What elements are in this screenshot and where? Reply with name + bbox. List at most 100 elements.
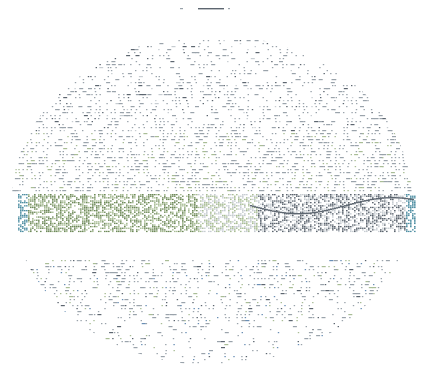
band-dot	[110, 203, 112, 205]
stipple-dot	[403, 58, 405, 60]
stipple-dot	[51, 130, 53, 132]
band-dot	[54, 226, 56, 228]
stipple-dot	[254, 40, 259, 42]
band-dot	[42, 197, 44, 199]
stipple-dot	[134, 130, 137, 132]
stipple-dot	[303, 109, 306, 111]
stipple-dot	[82, 130, 84, 132]
stipple-dot	[138, 85, 143, 87]
band-dot	[42, 227, 44, 229]
stipple-dot	[231, 160, 236, 162]
stipple-dot	[187, 145, 192, 147]
stipple-dot	[78, 40, 81, 42]
band-dot	[410, 205, 412, 207]
stipple-dot	[39, 175, 42, 177]
band-dot	[114, 221, 116, 223]
band-dot	[274, 208, 276, 210]
stipple-dot	[287, 181, 292, 183]
band-dot	[66, 218, 68, 220]
band-dot	[98, 194, 100, 196]
stipple-dot	[183, 145, 185, 147]
stipple-dot	[111, 61, 116, 63]
band-dot	[136, 218, 138, 220]
band-dot	[84, 227, 86, 229]
band-dot	[132, 205, 134, 207]
stipple-dot	[146, 67, 148, 69]
stipple-dot	[255, 61, 260, 63]
band-dot	[342, 203, 344, 205]
band-dot	[268, 197, 270, 199]
band-dot	[154, 218, 156, 220]
band-dot	[274, 213, 276, 215]
band-dot	[148, 216, 150, 218]
band-dot	[74, 219, 76, 221]
band-dot	[70, 213, 72, 215]
stipple-dot	[87, 178, 92, 180]
stipple-dot	[374, 166, 379, 168]
band-dot	[196, 227, 198, 229]
band-dot	[320, 224, 322, 226]
band-dot	[136, 226, 138, 228]
stipple-dot	[186, 184, 191, 186]
band-dot	[282, 195, 284, 197]
stipple-dot	[243, 112, 245, 114]
band-dot	[146, 227, 148, 229]
band-dot	[60, 224, 62, 226]
band-dot	[70, 203, 72, 205]
band-dot	[266, 194, 268, 196]
band-dot	[332, 203, 334, 205]
stipple-dot	[158, 190, 160, 192]
stipple-dot	[183, 43, 185, 45]
band-dot	[274, 210, 276, 212]
band-dot	[304, 195, 306, 197]
stipple-dot	[227, 97, 230, 99]
stipple-dot	[203, 154, 206, 156]
stipple-dot	[103, 139, 105, 141]
stipple-dot	[26, 142, 29, 144]
band-dot	[354, 195, 356, 197]
stipple-dot	[326, 133, 331, 135]
band-dot	[396, 216, 398, 218]
band-dot	[172, 211, 174, 213]
stipple-dot	[230, 94, 235, 96]
band-dot	[172, 221, 174, 223]
stipple-dot	[88, 88, 92, 90]
stipple-dot	[62, 178, 64, 180]
band-dot	[214, 197, 216, 199]
band-dot	[288, 219, 290, 221]
band-dot	[392, 222, 394, 225]
stipple-dot	[350, 145, 355, 147]
band-dot	[278, 200, 280, 202]
band-dot	[360, 219, 362, 221]
band-dot	[98, 222, 100, 225]
band-dot	[398, 214, 400, 217]
band-dot	[84, 219, 86, 221]
band-dot	[320, 195, 322, 197]
stipple-dot	[403, 115, 405, 117]
band-dot	[322, 195, 324, 197]
band-dot	[144, 219, 146, 221]
stipple-dot	[394, 64, 397, 66]
band-dot	[254, 221, 256, 223]
band-dot	[64, 224, 66, 226]
stipple-dot	[86, 43, 88, 45]
band-dot	[178, 222, 180, 225]
band-dot	[240, 206, 242, 209]
stipple-dot	[59, 130, 62, 132]
band-dot	[364, 203, 366, 205]
stipple-dot	[19, 175, 24, 177]
band-dot	[254, 211, 256, 213]
stipple-dot	[227, 190, 232, 192]
band-dot	[400, 195, 402, 197]
band-dot	[62, 210, 64, 212]
stipple-dot	[163, 55, 165, 57]
band-dot	[148, 197, 150, 199]
stipple-dot	[334, 136, 336, 138]
stipple-dot	[18, 169, 20, 171]
band-dot	[348, 211, 350, 213]
stipple-dot	[283, 55, 288, 57]
stipple-dot	[74, 166, 77, 168]
band-dot	[194, 206, 196, 209]
stipple-dot	[166, 160, 168, 162]
stipple-dot	[79, 97, 81, 99]
